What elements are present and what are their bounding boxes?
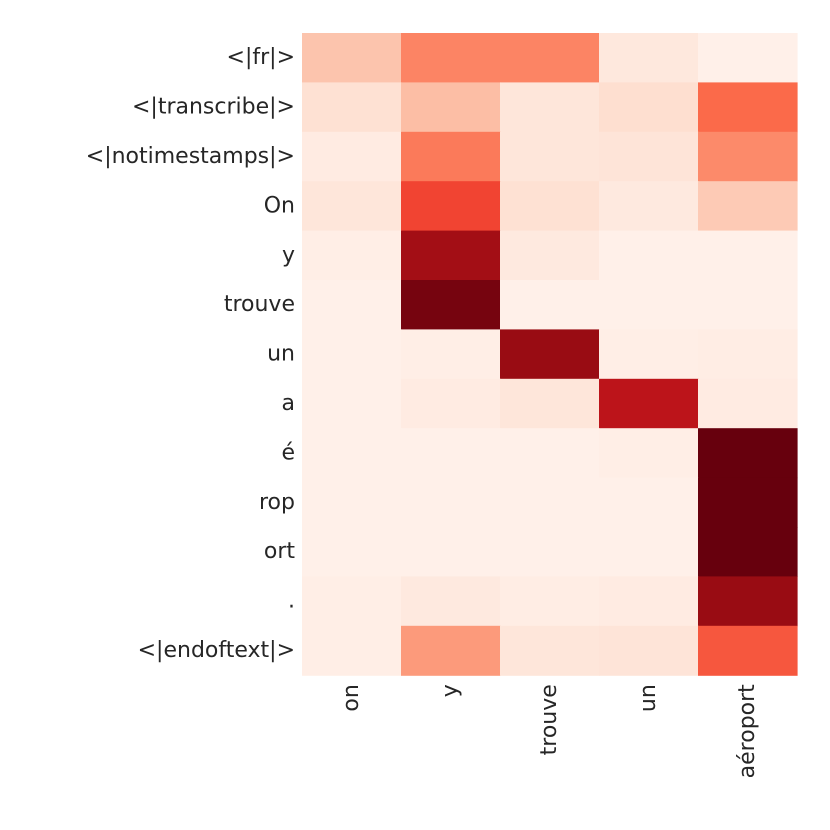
y-tick-label: On [264, 193, 295, 218]
heatmap-cell [599, 625, 699, 676]
heatmap-cell [500, 378, 600, 429]
heatmap-cell [599, 131, 699, 182]
heatmap-cell [599, 428, 699, 479]
heatmap-cell [302, 82, 402, 133]
heatmap-cell [698, 527, 798, 577]
heatmap-cell [698, 378, 798, 429]
heatmap-cell [599, 576, 699, 627]
y-tick-label: trouve [224, 292, 295, 317]
heatmap-cell [698, 428, 798, 479]
x-tick-label: trouve [537, 684, 562, 755]
y-tick-labels: <|fr|> <|transcribe|> <|notimestamps|> On yt… [86, 45, 296, 663]
heatmap-cell [500, 477, 600, 528]
heatmap-cell [401, 329, 501, 380]
heatmap-cell [698, 181, 798, 232]
heatmap-cell [302, 230, 402, 281]
heatmap-cell [500, 527, 600, 577]
x-tick-labels: on y trouve un aéroport [339, 684, 760, 779]
heatmap-cell [599, 477, 699, 528]
heatmap-cell [302, 527, 402, 577]
heatmap-cell [599, 527, 699, 577]
y-tick-label: <|fr|> [227, 45, 295, 70]
heatmap-cell [401, 280, 501, 330]
heatmap-cell [401, 131, 501, 182]
heatmap-cell [302, 280, 402, 330]
x-tick-label: aéroport [735, 684, 760, 779]
heatmap-cell [401, 230, 501, 281]
heatmap-cell [500, 33, 600, 83]
heatmap-cell [500, 625, 600, 676]
y-tick-label: rop [259, 490, 295, 515]
heatmap-cell [698, 625, 798, 676]
heatmap-cell [401, 181, 501, 232]
heatmap-cell [302, 131, 402, 182]
x-tick-label: y [438, 684, 463, 697]
heatmap-cell [599, 230, 699, 281]
y-tick-label: . [288, 589, 295, 614]
y-tick-label: é [281, 440, 295, 465]
heatmap-cell [302, 33, 402, 83]
heatmap-cell [698, 33, 798, 83]
heatmap-cell [698, 280, 798, 330]
heatmap-cell [599, 82, 699, 133]
heatmap-cell [500, 230, 600, 281]
heatmap-cell [698, 477, 798, 528]
heatmap-cell [302, 477, 402, 528]
heatmap-cell [401, 625, 501, 676]
heatmap-cell [500, 428, 600, 479]
heatmap-cell [302, 428, 402, 479]
heatmap-cell [401, 477, 501, 528]
heatmap-cell [698, 329, 798, 380]
heatmap-cell [599, 329, 699, 380]
heatmap-cell [599, 378, 699, 429]
y-tick-label: a [282, 391, 295, 416]
heatmap-cell [500, 280, 600, 330]
heatmap-cell [599, 33, 699, 83]
heatmap-cell [698, 230, 798, 281]
y-tick-label: <|endoftext|> [138, 638, 295, 663]
heatmap-cell [500, 131, 600, 182]
heatmap-cell [302, 576, 402, 627]
heatmap-cell [302, 181, 402, 232]
y-tick-label: ort [264, 539, 296, 564]
heatmap-cell [302, 329, 402, 380]
heatmap-cell [401, 527, 501, 577]
heatmap-cell [401, 82, 501, 133]
heatmap-cell [302, 378, 402, 429]
x-tick-label: on [339, 684, 364, 711]
heatmap-cell [401, 576, 501, 627]
heatmap-cell [401, 33, 501, 83]
heatmap-cells [302, 33, 798, 676]
heatmap-cell [500, 329, 600, 380]
heatmap-cell [698, 576, 798, 627]
heatmap-cell [500, 576, 600, 627]
heatmap-cell [302, 625, 402, 676]
y-tick-label: y [282, 243, 295, 268]
heatmap-cell [500, 82, 600, 133]
y-tick-label: un [267, 342, 295, 367]
heatmap-cell [401, 428, 501, 479]
heatmap-cell [698, 131, 798, 182]
heatmap-cell [500, 181, 600, 232]
y-tick-label: <|transcribe|> [132, 95, 295, 120]
heatmap-cell [599, 181, 699, 232]
heatmap-cell [599, 280, 699, 330]
x-tick-label: un [636, 684, 661, 712]
y-tick-label: <|notimestamps|> [86, 144, 295, 169]
heatmap-cell [401, 378, 501, 429]
heatmap-cell [698, 82, 798, 133]
